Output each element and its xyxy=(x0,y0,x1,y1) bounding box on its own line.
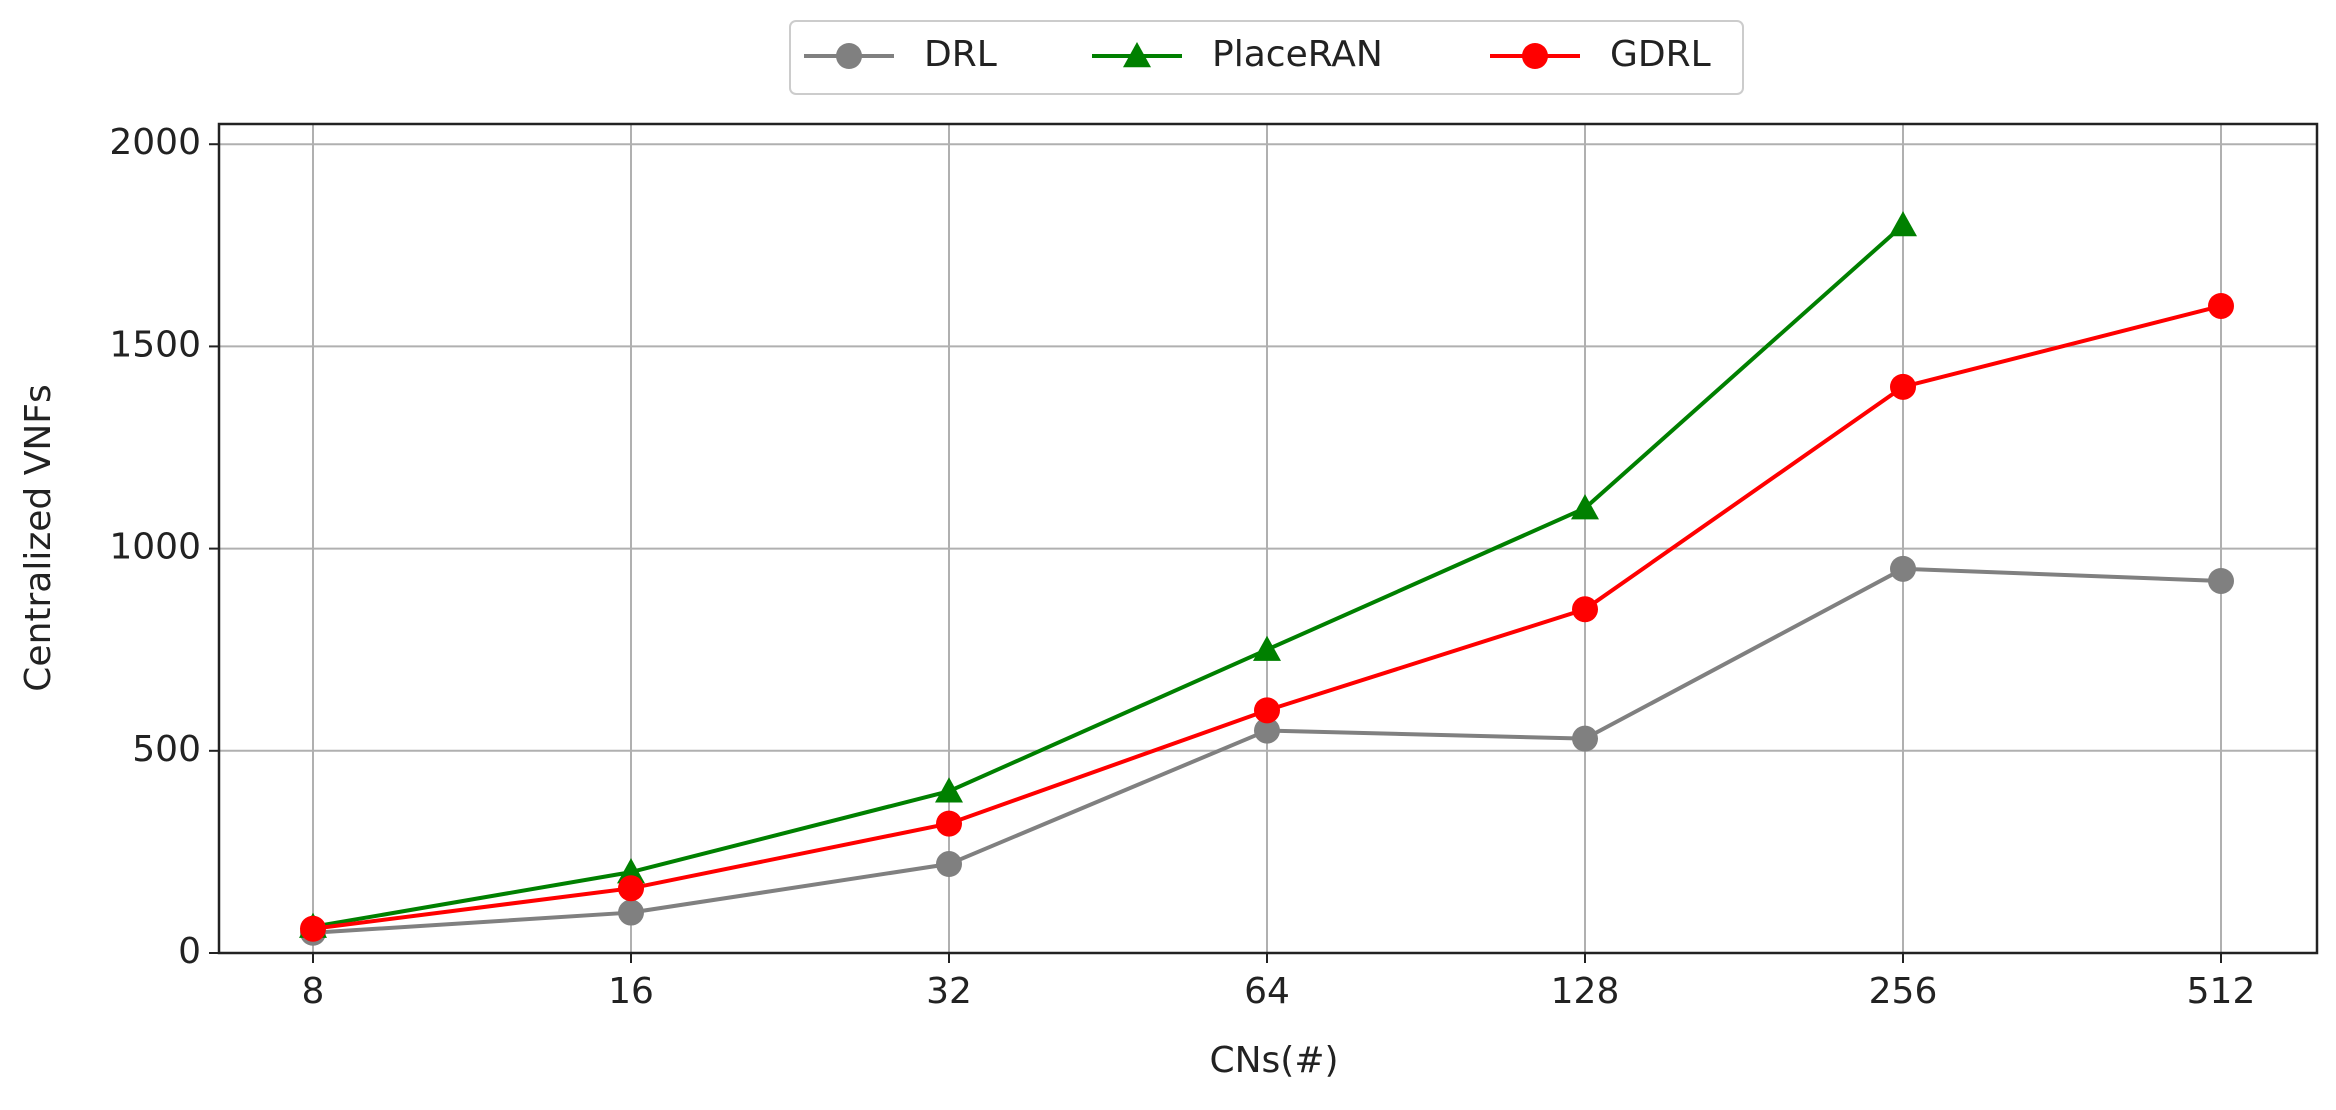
legend-box xyxy=(789,20,1744,95)
y-tick-label: 1000 xyxy=(109,527,201,568)
y-tick-label: 1500 xyxy=(109,324,201,365)
data-point xyxy=(1889,211,1917,237)
x-tick-label: 32 xyxy=(926,971,972,1012)
data-point xyxy=(300,915,326,942)
data-point xyxy=(1571,494,1599,520)
x-tick-label: 64 xyxy=(1244,971,1290,1012)
data-point xyxy=(1254,697,1280,724)
y-tick-label: 2000 xyxy=(109,122,201,163)
data-point xyxy=(1253,635,1281,661)
data-point xyxy=(618,899,644,926)
data-point xyxy=(1890,555,1916,582)
x-tick-label: 256 xyxy=(1869,971,1938,1012)
data-point xyxy=(936,810,962,837)
y-tick-label: 500 xyxy=(132,729,201,770)
legend-marker xyxy=(836,43,862,69)
y-tick-label: 0 xyxy=(178,931,201,972)
data-point xyxy=(1254,717,1280,744)
plot-frame xyxy=(217,122,2319,955)
data-point xyxy=(1572,596,1598,623)
data-point xyxy=(2208,292,2234,319)
data-point xyxy=(935,777,963,803)
x-tick-label: 8 xyxy=(302,971,325,1012)
data-point xyxy=(1572,725,1598,752)
legend-marker xyxy=(1522,43,1548,69)
x-tick-label: 512 xyxy=(2187,971,2256,1012)
legend-label: DRL xyxy=(924,34,997,75)
x-tick-label: 128 xyxy=(1551,971,1620,1012)
data-point xyxy=(2208,567,2234,594)
data-point xyxy=(936,851,962,878)
x-tick-label: 16 xyxy=(608,971,654,1012)
legend-label: GDRL xyxy=(1610,34,1711,75)
data-point xyxy=(618,875,644,902)
series-line xyxy=(312,223,1905,929)
x-axis-label: CNs(#) xyxy=(1209,1040,1338,1081)
y-axis-label: Centralized VNFs xyxy=(18,384,59,691)
data-point xyxy=(1890,373,1916,400)
data-point xyxy=(617,858,645,884)
legend-label: PlaceRAN xyxy=(1212,34,1383,75)
legend-marker xyxy=(1123,42,1151,68)
